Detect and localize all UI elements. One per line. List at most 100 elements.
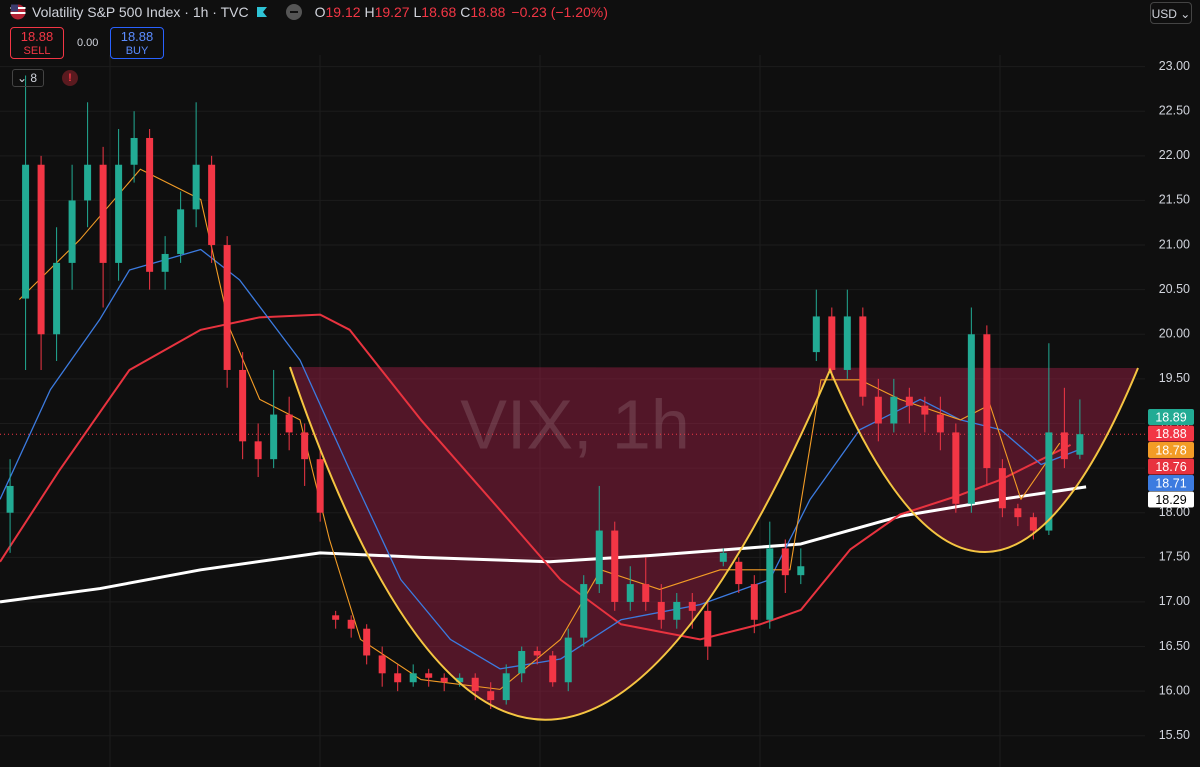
y-tick-label: 17.50	[1159, 550, 1190, 564]
candle-body	[812, 316, 820, 353]
buy-label: BUY	[125, 45, 149, 57]
candle-body	[254, 441, 262, 460]
candle-body	[6, 485, 14, 513]
price-tag	[1148, 475, 1194, 491]
ohlc-label: H	[364, 4, 375, 20]
candle-body	[285, 414, 293, 433]
ohlc-value: 19.27	[374, 4, 410, 20]
candle-body	[657, 601, 665, 620]
hide-button[interactable]	[285, 3, 303, 21]
y-tick-label: 20.00	[1159, 327, 1190, 341]
warning-icon[interactable]: !	[62, 70, 78, 86]
header: Volatility S&P 500 Index · 1h · TVC O19.…	[10, 3, 608, 21]
candle-body	[766, 548, 774, 620]
ohlc: O19.12 H19.27 L18.68 C18.88	[315, 4, 506, 20]
candle-body	[642, 584, 650, 602]
y-tick-label: 22.00	[1159, 148, 1190, 162]
candle-body	[719, 552, 727, 562]
candle-body	[952, 432, 960, 504]
candle-body	[998, 468, 1006, 509]
price-tag-label: 18.71	[1155, 476, 1186, 490]
y-tick-label: 16.50	[1159, 639, 1190, 653]
price-tag	[1148, 458, 1194, 475]
currency-button[interactable]: USD ⌄	[1150, 2, 1192, 24]
candle-body	[146, 137, 154, 272]
candle-body	[781, 548, 789, 576]
price-tag-label: 18.78	[1155, 443, 1186, 457]
candle-body	[797, 566, 805, 576]
y-tick-label: 21.50	[1159, 193, 1190, 207]
candle-body	[378, 655, 386, 674]
ohlc-label: C	[460, 4, 471, 20]
candle-body	[626, 584, 634, 602]
sell-price: 18.88	[20, 29, 54, 44]
candle-body	[828, 316, 836, 370]
price-tag	[1148, 409, 1194, 425]
buy-button[interactable]: 18.88 BUY	[110, 27, 164, 59]
y-tick-label: 20.50	[1159, 282, 1190, 296]
price-tag	[1148, 491, 1194, 508]
candle-body	[1045, 432, 1053, 531]
indicator-toggle[interactable]: ⌄ 8	[12, 69, 44, 87]
candle-body	[1014, 508, 1022, 518]
candle-body	[130, 137, 138, 165]
candle-body	[595, 530, 603, 585]
flag-icon	[10, 4, 26, 20]
candle-body	[967, 334, 975, 504]
indicator-count: 8	[30, 71, 38, 85]
y-tick-label: 18.00	[1159, 505, 1190, 519]
candle-body	[409, 673, 417, 683]
candle-body	[549, 655, 557, 683]
cup-handle-fill	[290, 367, 1138, 720]
candle-body	[502, 673, 510, 701]
candle-body	[704, 610, 712, 647]
flag-marker[interactable]	[255, 5, 269, 19]
watermark: VIX, 1h	[460, 385, 690, 463]
cup-handle-outline	[289, 366, 1139, 721]
candle-body	[84, 164, 92, 201]
moving-average	[18, 168, 1061, 690]
spread: 0.00	[77, 37, 99, 49]
candle-body	[301, 432, 309, 460]
price-tag	[1148, 425, 1194, 442]
candles	[6, 75, 1084, 710]
candle-body	[177, 209, 185, 254]
candle-body	[983, 334, 991, 469]
ohlc-value: 19.12	[325, 4, 361, 20]
candle-body	[22, 164, 30, 299]
candle-body	[394, 673, 402, 683]
candle-body	[115, 164, 123, 263]
candle-body	[921, 405, 929, 415]
candle-body	[223, 245, 231, 370]
candle-body	[53, 262, 61, 335]
candle-body	[425, 673, 433, 678]
candle-body	[750, 584, 758, 620]
y-tick-label: 22.50	[1159, 104, 1190, 118]
sell-label: SELL	[23, 45, 51, 57]
symbol-title[interactable]: Volatility S&P 500 Index · 1h · TVC	[32, 4, 249, 20]
y-tick-label: 21.00	[1159, 237, 1190, 251]
candle-body	[192, 164, 200, 210]
candle-body	[874, 396, 882, 424]
candle-body	[68, 200, 76, 263]
candle-body	[611, 530, 619, 602]
candle-body	[859, 316, 867, 397]
candle-body	[564, 637, 572, 683]
candle-body	[890, 396, 898, 424]
price-tag-label: 18.89	[1155, 410, 1186, 424]
candle-body	[332, 615, 340, 620]
price-tag-label: 18.88	[1155, 427, 1186, 441]
sell-button[interactable]: 18.88 SELL	[10, 27, 64, 59]
currency: USD	[1151, 7, 1177, 21]
candle-body	[456, 677, 464, 683]
candle-body	[688, 601, 696, 611]
candle-body	[316, 459, 324, 513]
y-tick-label: 15.50	[1159, 728, 1190, 742]
candle-body	[843, 316, 851, 370]
y-tick-label: 17.00	[1159, 594, 1190, 608]
candle-body	[99, 164, 107, 263]
y-tick-label: 16.00	[1159, 683, 1190, 697]
ohlc-value: 18.68	[421, 4, 457, 20]
